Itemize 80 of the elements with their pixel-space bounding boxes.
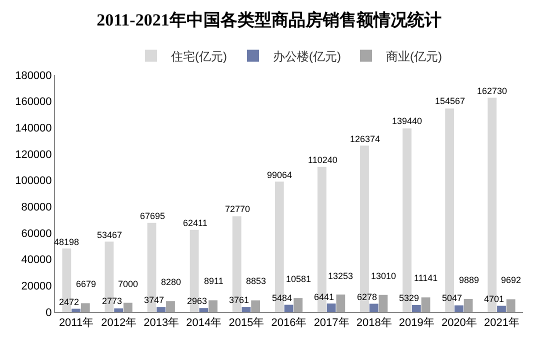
x-tick-label: 2012年 — [101, 317, 137, 330]
bar — [497, 306, 506, 312]
data-label: 162730 — [477, 86, 508, 96]
bar — [506, 299, 516, 312]
x-tick-label: 2018年 — [356, 317, 392, 330]
data-label: 2472 — [59, 297, 80, 307]
data-label: 67695 — [140, 211, 166, 221]
data-label: 154567 — [435, 96, 466, 106]
data-label: 2773 — [102, 296, 122, 306]
data-label: 62411 — [183, 218, 208, 228]
bar — [166, 301, 175, 312]
y-tick-label: 80000 — [21, 202, 52, 214]
bar — [80, 303, 90, 312]
data-label: 5484 — [272, 293, 292, 303]
data-label: 11141 — [414, 273, 438, 283]
y-tick-label: 140000 — [15, 122, 52, 135]
data-label: 110240 — [308, 155, 338, 165]
y-tick-label: 100000 — [15, 175, 52, 188]
data-label: 5047 — [442, 293, 462, 303]
data-label: 139440 — [392, 116, 422, 126]
data-label: 53467 — [97, 230, 122, 240]
data-label: 99064 — [267, 170, 292, 180]
x-tick-label: 2021年 — [484, 317, 520, 330]
bar — [124, 302, 132, 312]
y-tick-label: 40000 — [21, 254, 52, 266]
data-label: 6679 — [76, 279, 96, 289]
x-tick-label: 2019年 — [398, 317, 434, 330]
data-label: 2963 — [187, 296, 208, 306]
data-label: 8853 — [246, 276, 266, 286]
bar — [72, 308, 80, 312]
bar — [156, 307, 166, 312]
data-label: 8280 — [161, 277, 182, 287]
bar — [199, 308, 208, 312]
data-label: 3747 — [144, 295, 164, 305]
data-label: 72770 — [225, 204, 250, 214]
bar — [464, 298, 473, 312]
data-label: 3761 — [229, 295, 250, 305]
data-label: 10581 — [286, 274, 312, 284]
y-tick-label: 120000 — [15, 148, 52, 161]
data-label: 6441 — [314, 292, 334, 302]
bar — [114, 308, 124, 312]
x-tick-label: 2011年 — [58, 317, 94, 330]
y-tick-label: 160000 — [15, 96, 52, 108]
x-tick-label: 2016年 — [271, 317, 307, 330]
data-label: 7000 — [118, 279, 138, 289]
y-tick-label: 60000 — [21, 228, 52, 240]
x-tick-label: 2013年 — [144, 317, 180, 330]
bar — [326, 304, 336, 312]
data-label: 13010 — [371, 271, 396, 281]
bar — [284, 304, 294, 312]
data-label: 9692 — [501, 275, 522, 285]
chart-title: 2011-2021年中国各类型商品房销售额情况统计 — [96, 10, 442, 30]
bar — [336, 294, 346, 312]
data-label: 126374 — [350, 134, 380, 144]
data-label: 13253 — [328, 271, 354, 281]
data-label: 4701 — [484, 294, 504, 304]
y-tick-label: 180000 — [15, 70, 52, 82]
data-label: 5329 — [399, 293, 420, 303]
bar — [378, 294, 388, 312]
x-tick-label: 2017年 — [314, 317, 350, 330]
legend-label: 办公楼(亿元) — [273, 49, 341, 64]
x-tick-label: 2014年 — [186, 317, 222, 330]
bar — [294, 298, 303, 312]
bar — [454, 305, 464, 312]
bar — [251, 300, 260, 312]
bar — [242, 307, 251, 312]
bar — [421, 297, 430, 312]
data-label: 48198 — [54, 237, 80, 247]
bar — [369, 304, 378, 312]
bar — [208, 300, 218, 312]
legend-label: 商业(亿元) — [386, 49, 442, 64]
x-tick-label: 2020年 — [441, 317, 477, 330]
data-label: 9889 — [459, 275, 480, 285]
legend-label: 住宅(亿元) — [170, 49, 227, 64]
data-label: 6278 — [357, 292, 378, 302]
bar — [412, 304, 421, 312]
x-tick-label: 2015年 — [228, 317, 264, 330]
y-tick-label: 20000 — [21, 280, 52, 293]
data-label: 8911 — [204, 276, 224, 286]
y-tick-label: 0 — [46, 306, 52, 319]
